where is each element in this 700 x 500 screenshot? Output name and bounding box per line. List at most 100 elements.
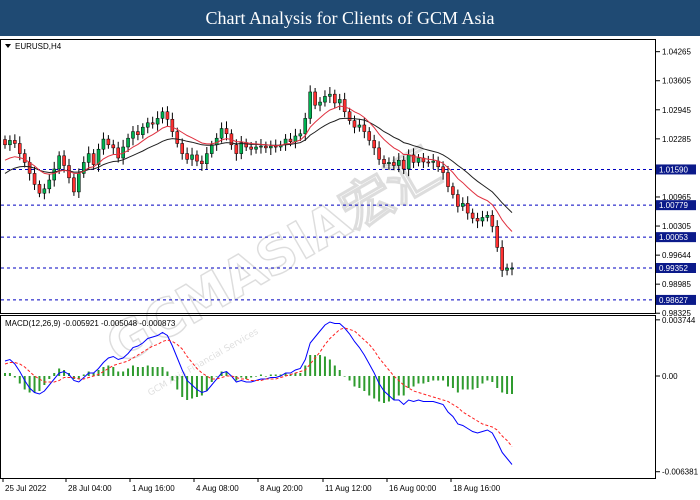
- candle-body: [367, 131, 372, 141]
- candle-body: [160, 111, 165, 119]
- candle-body: [465, 203, 470, 214]
- candle: [86, 146, 91, 170]
- macd-hist-bar: [461, 376, 464, 390]
- candle: [165, 106, 170, 127]
- candle-body: [91, 153, 96, 165]
- macd-hist-bar: [279, 374, 282, 376]
- candle: [17, 136, 22, 161]
- candle-body: [116, 147, 120, 159]
- macd-hist-bar: [127, 368, 130, 376]
- price-ytick-label: 1.00305: [662, 222, 691, 231]
- candle: [136, 124, 140, 141]
- candle-body: [416, 157, 421, 163]
- candle: [13, 134, 17, 148]
- macd-hist-bar: [471, 376, 474, 390]
- candle-body: [451, 186, 455, 195]
- candle-body: [13, 140, 17, 144]
- level-price-label: 1.00779: [659, 201, 688, 210]
- candle: [234, 139, 239, 161]
- candle: [337, 93, 342, 111]
- macd-hist-bar: [274, 374, 277, 376]
- candle: [416, 154, 421, 167]
- candle: [175, 127, 180, 148]
- candle-body: [126, 137, 130, 148]
- macd-hist-bar: [181, 376, 184, 397]
- candle-body: [490, 214, 495, 227]
- candle-body: [96, 148, 101, 165]
- candle: [3, 135, 7, 149]
- candle: [303, 112, 308, 141]
- candle: [160, 107, 165, 124]
- candle: [111, 139, 116, 154]
- macd-hist-bar: [161, 367, 164, 376]
- macd-hist-bar: [511, 376, 513, 394]
- candle-body: [288, 138, 293, 142]
- macd-hist-bar: [412, 376, 415, 387]
- candle-body: [190, 154, 194, 160]
- candle-body: [27, 162, 32, 174]
- macd-hist-bar: [136, 367, 139, 376]
- price-ytick-label: 1.04265: [662, 48, 691, 57]
- macd-ytick-label: 0.00: [662, 372, 678, 381]
- candle: [333, 89, 337, 108]
- candle: [401, 155, 406, 175]
- candle-body: [81, 162, 86, 174]
- macd-ytick-label: 0.003744: [662, 316, 696, 325]
- candle: [47, 173, 52, 194]
- candle-body: [249, 146, 253, 150]
- candle-body: [111, 144, 116, 149]
- macd-hist-bar: [466, 376, 469, 390]
- candle-body: [32, 173, 37, 185]
- level-price-label: 1.01590: [659, 165, 688, 174]
- price-ytick-label: 1.02285: [662, 135, 691, 144]
- macd-hist-bar: [496, 376, 499, 388]
- macd-hist-bar: [402, 376, 405, 396]
- candle-body: [273, 145, 278, 148]
- candle: [357, 118, 362, 132]
- candle: [269, 140, 273, 156]
- candle-body: [323, 96, 327, 103]
- price-layer: [1, 85, 655, 301]
- candle-body: [337, 99, 342, 104]
- symbol-label: EURUSD,H4: [15, 42, 62, 51]
- symbol-dropdown-icon[interactable]: [5, 44, 11, 48]
- candle-body: [239, 142, 244, 154]
- candle: [62, 150, 66, 173]
- candle: [116, 141, 120, 163]
- macd-hist-bar: [309, 355, 312, 376]
- price-panel-frame: [0, 39, 656, 314]
- candle: [500, 240, 504, 277]
- candle: [190, 147, 194, 166]
- chart-title-banner: Chart Analysis for Clients of GCM Asia: [0, 0, 700, 36]
- banner-title: Chart Analysis for Clients of GCM Asia: [205, 7, 495, 28]
- candle-body: [22, 153, 27, 163]
- level-price-box: [656, 262, 696, 273]
- candle: [57, 151, 61, 175]
- candle-body: [200, 160, 204, 164]
- macd-hist-bar: [13, 376, 16, 378]
- candle: [72, 173, 76, 196]
- candle-body: [328, 93, 332, 97]
- macd-hist-bar: [210, 376, 213, 382]
- candle: [318, 97, 322, 112]
- candle-body: [209, 144, 214, 154]
- candle-body: [352, 120, 357, 128]
- macd-hist-bar: [112, 367, 115, 376]
- candle: [219, 122, 224, 143]
- macd-hist-bar: [323, 356, 326, 376]
- candle: [372, 134, 376, 156]
- candle: [480, 210, 485, 227]
- x-tick-label: 28 Jul 04:00: [68, 484, 112, 493]
- level-price-label: 1.00053: [659, 233, 688, 242]
- x-tick-label: 11 Aug 12:00: [325, 484, 372, 493]
- candle: [495, 220, 500, 252]
- price-ytick-label: 1.00965: [662, 193, 691, 202]
- macd-hist-bar: [122, 371, 125, 376]
- candle: [195, 150, 199, 167]
- macd-hist-bar: [353, 376, 356, 387]
- x-tick-label: 8 Aug 20:00: [260, 484, 303, 493]
- level-price-label: 0.99352: [659, 264, 688, 273]
- macd-hist-bar: [417, 376, 420, 384]
- macd-hist-bar: [23, 376, 26, 390]
- macd-hist-bar: [486, 376, 489, 381]
